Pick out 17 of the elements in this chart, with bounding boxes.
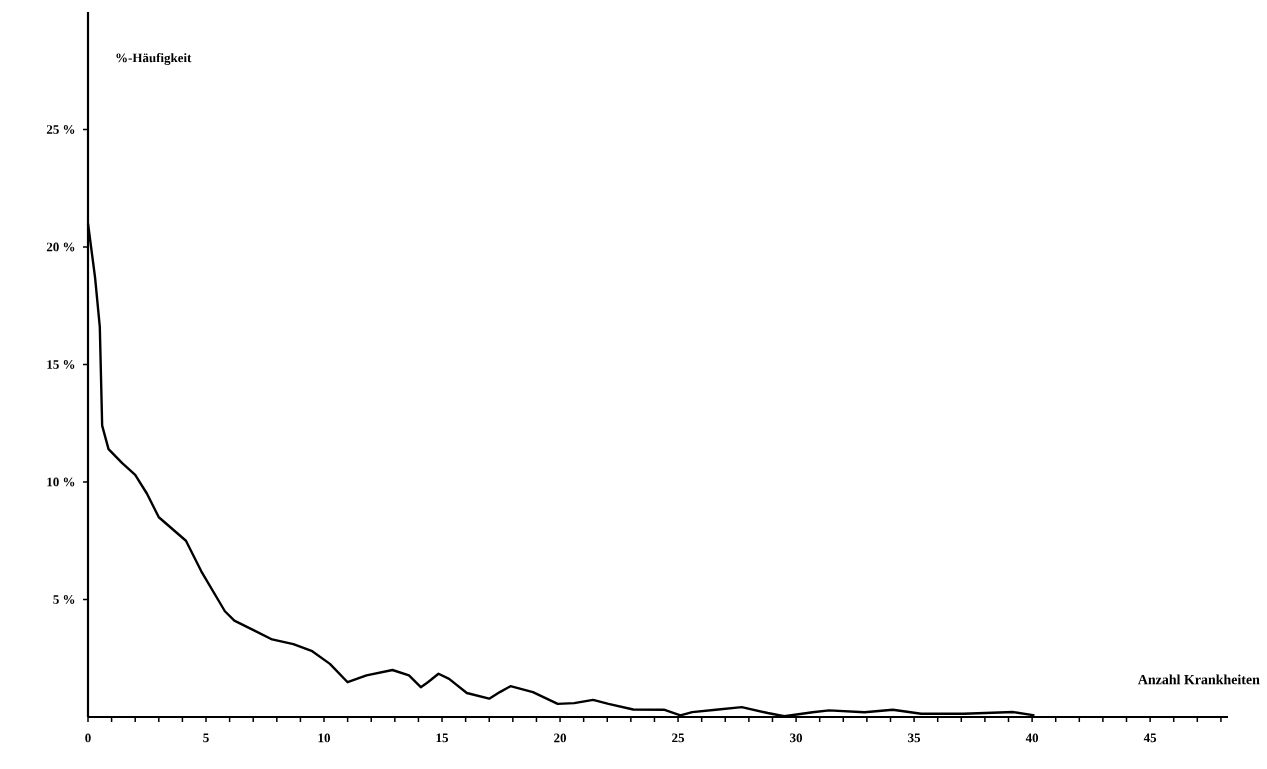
x-tick-label: 30 <box>790 733 803 743</box>
x-axis-title: Anzahl Krankheiten <box>1137 674 1260 685</box>
y-tick-label: 20 % <box>46 242 75 252</box>
x-tick-label: 45 <box>1143 733 1157 743</box>
x-tick-label: 25 <box>672 733 685 743</box>
x-tick-label: 40 <box>1025 733 1039 743</box>
y-tick-label: 5 % <box>53 595 75 604</box>
x-tick-label: 20 <box>554 733 567 743</box>
y-axis-title: %-Häufigkeit <box>116 53 192 65</box>
x-tick-label: 0 <box>85 733 91 743</box>
x-tick-label: 15 <box>436 733 449 743</box>
y-tick-label: 10 % <box>47 477 75 487</box>
y-tick-label: 15 % <box>47 360 75 369</box>
x-tick-label: 10 <box>318 733 331 743</box>
x-tick-label: 5 <box>203 733 209 743</box>
x-tick-label: 35 <box>908 733 921 743</box>
y-tick-label: 25 % <box>46 125 75 134</box>
